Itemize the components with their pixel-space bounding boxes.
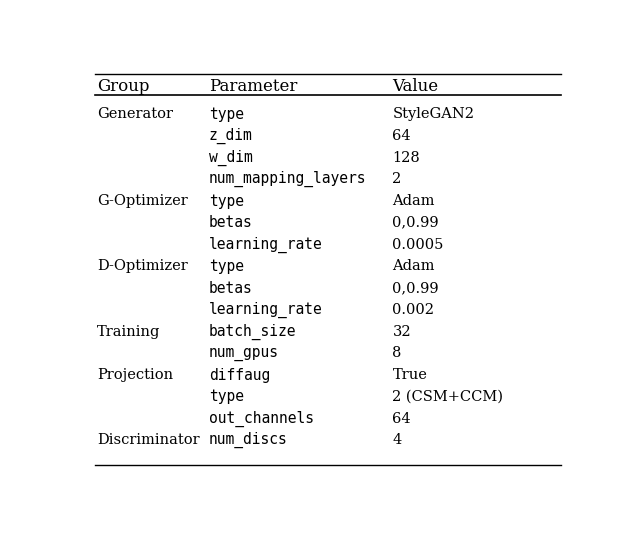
- Text: True: True: [392, 368, 428, 382]
- Text: type: type: [209, 107, 244, 122]
- Text: betas: betas: [209, 215, 253, 230]
- Text: Discriminator: Discriminator: [97, 433, 200, 447]
- Text: Adam: Adam: [392, 259, 435, 273]
- Text: Training: Training: [97, 325, 161, 338]
- Text: 8: 8: [392, 346, 402, 360]
- Text: D-Optimizer: D-Optimizer: [97, 259, 188, 273]
- Text: 2: 2: [392, 172, 402, 187]
- Text: Value: Value: [392, 78, 438, 95]
- Text: 64: 64: [392, 129, 411, 143]
- Text: 128: 128: [392, 150, 420, 165]
- Text: 0,0.99: 0,0.99: [392, 281, 439, 295]
- Text: diffaug: diffaug: [209, 368, 270, 383]
- Text: 0,0.99: 0,0.99: [392, 216, 439, 230]
- Text: StyleGAN2: StyleGAN2: [392, 107, 474, 121]
- Text: learning_rate: learning_rate: [209, 237, 323, 253]
- Text: learning_rate: learning_rate: [209, 302, 323, 318]
- Text: 32: 32: [392, 325, 411, 338]
- Text: Generator: Generator: [97, 107, 173, 121]
- Text: type: type: [209, 389, 244, 405]
- Text: G-Optimizer: G-Optimizer: [97, 194, 188, 208]
- Text: 0.002: 0.002: [392, 303, 435, 317]
- Text: 64: 64: [392, 411, 411, 425]
- Text: 0.0005: 0.0005: [392, 238, 444, 252]
- Text: Group: Group: [97, 78, 150, 95]
- Text: w_dim: w_dim: [209, 149, 253, 166]
- Text: type: type: [209, 193, 244, 208]
- Text: betas: betas: [209, 280, 253, 295]
- Text: 4: 4: [392, 433, 402, 447]
- Text: Parameter: Parameter: [209, 78, 298, 95]
- Text: 2 (CSM+CCM): 2 (CSM+CCM): [392, 390, 504, 404]
- Text: num_gpus: num_gpus: [209, 346, 279, 361]
- Text: batch_size: batch_size: [209, 324, 296, 340]
- Text: num_mapping_layers: num_mapping_layers: [209, 171, 367, 188]
- Text: type: type: [209, 259, 244, 274]
- Text: Projection: Projection: [97, 368, 173, 382]
- Text: out_channels: out_channels: [209, 410, 314, 426]
- Text: Adam: Adam: [392, 194, 435, 208]
- Text: num_discs: num_discs: [209, 432, 288, 448]
- Text: z_dim: z_dim: [209, 128, 253, 144]
